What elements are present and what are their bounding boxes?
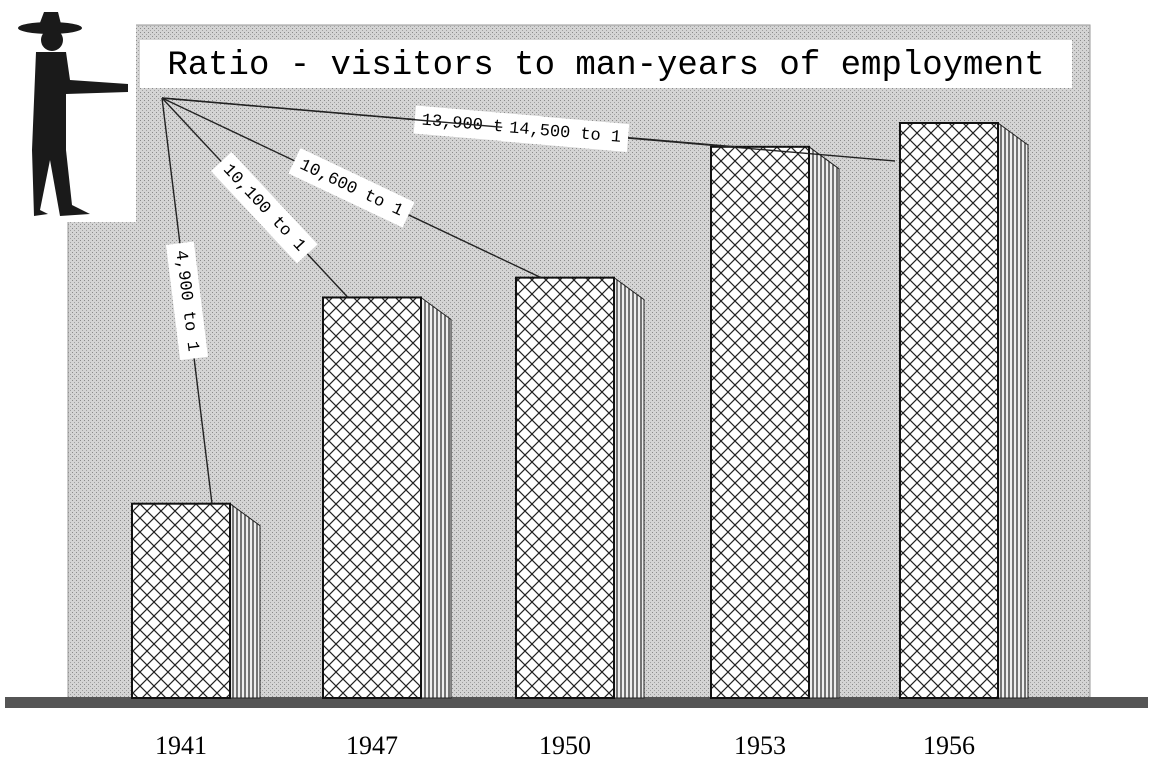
bar xyxy=(323,297,421,698)
bar-side xyxy=(998,123,1028,698)
bar-side xyxy=(809,147,839,698)
bar-side xyxy=(421,297,451,698)
x-tick-label: 1950 xyxy=(539,731,591,760)
chart: Ratio - visitors to man-years of employm… xyxy=(0,0,1153,774)
x-tick-label: 1953 xyxy=(734,731,786,760)
chart-title: Ratio - visitors to man-years of employm… xyxy=(167,47,1044,85)
bar xyxy=(132,504,230,698)
x-tick-label: 1941 xyxy=(155,731,207,760)
bar-side xyxy=(230,504,260,698)
ranger xyxy=(0,0,136,222)
bar xyxy=(711,147,809,698)
x-tick-label: 1956 xyxy=(923,731,975,760)
bar xyxy=(516,278,614,698)
bar xyxy=(900,123,998,698)
bar-side xyxy=(614,278,644,698)
x-tick-label: 1947 xyxy=(346,731,398,760)
